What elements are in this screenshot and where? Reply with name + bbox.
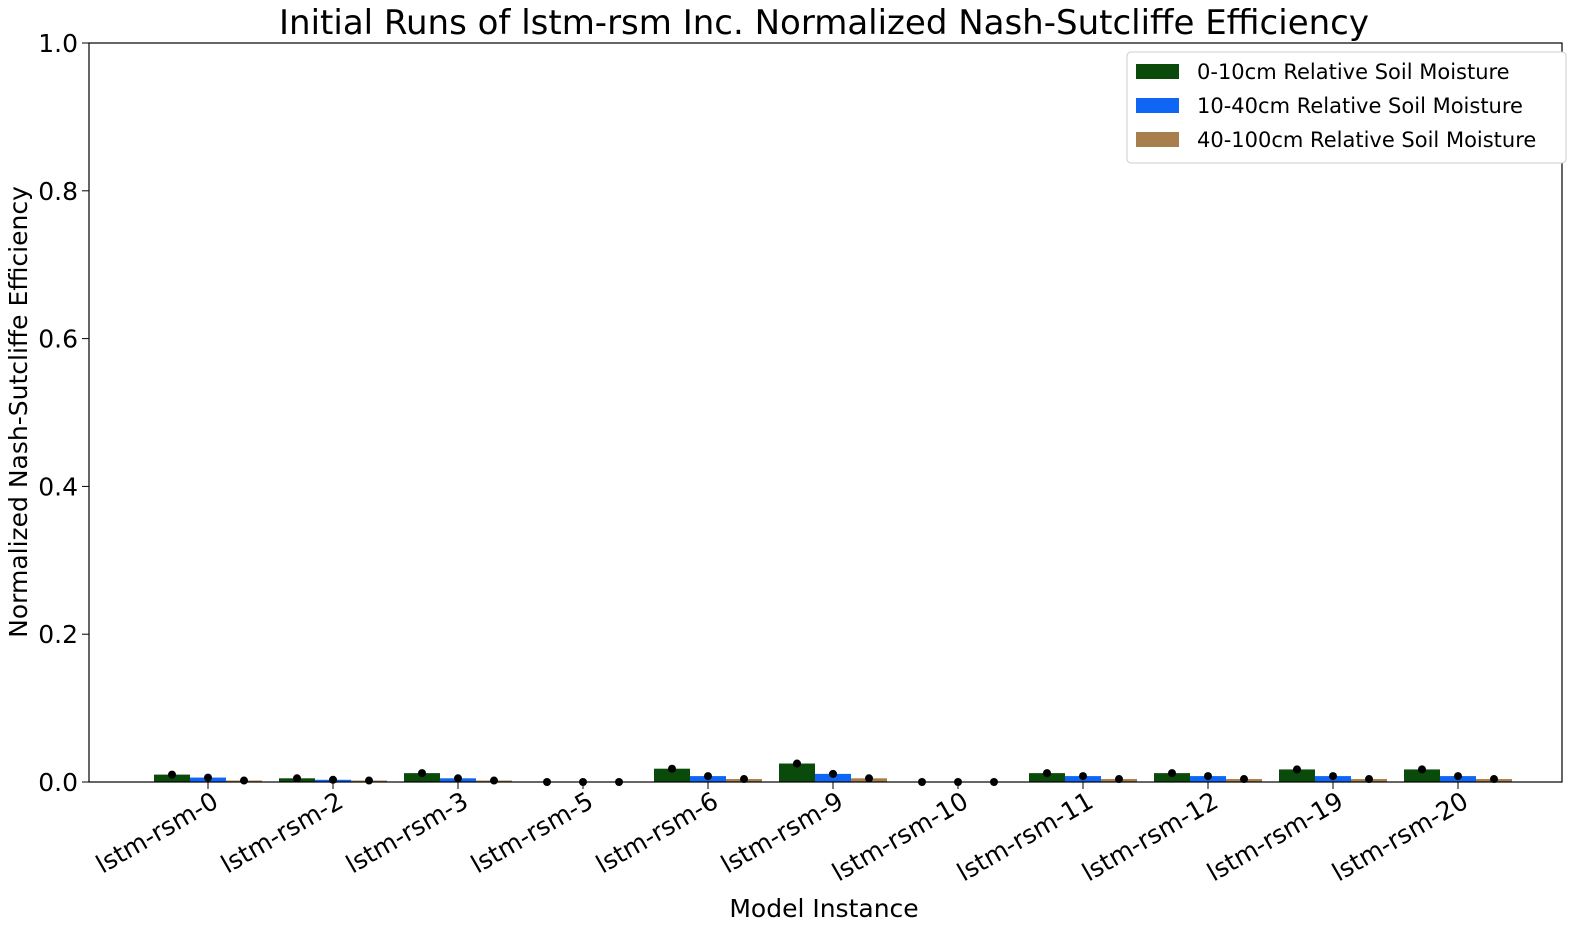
marker-lstm-rsm-9-series-0: [793, 759, 801, 768]
marker-lstm-rsm-2-series-0: [293, 774, 301, 783]
y-tick-label: 0.2: [38, 620, 78, 649]
legend: 0-10cm Relative Soil Moisture 10-40cm Re…: [1126, 51, 1567, 164]
bar-lstm-rsm-9-series-0: [779, 763, 815, 782]
x-tick-label: lstm-rsm-19: [1202, 786, 1348, 887]
marker-lstm-rsm-12-series-0: [1168, 769, 1176, 778]
legend-swatch-2: [1136, 132, 1179, 147]
marker-lstm-rsm-6-series-1: [704, 772, 712, 781]
bar-lstm-rsm-19-series-0: [1279, 769, 1315, 782]
marker-lstm-rsm-3-series-0: [418, 769, 426, 778]
x-tick-label: lstm-rsm-3: [341, 786, 473, 879]
bar-lstm-rsm-20-series-0: [1404, 769, 1440, 782]
marker-lstm-rsm-0-series-0: [168, 770, 176, 779]
marker-lstm-rsm-0-series-1: [204, 773, 212, 782]
legend-label-0: 0-10cm Relative Soil Moisture: [1197, 60, 1510, 84]
y-tick-label: 0.0: [38, 768, 78, 797]
marker-lstm-rsm-12-series-2: [1240, 775, 1248, 784]
plot-frame: [88, 42, 1563, 783]
y-tick-label: 0.6: [38, 325, 78, 354]
y-tick-label: 0.4: [38, 472, 78, 501]
bar-lstm-rsm-6-series-0: [654, 768, 690, 782]
legend-label-2: 40-100cm Relative Soil Moisture: [1197, 128, 1536, 152]
x-tick-label: lstm-rsm-10: [827, 786, 973, 887]
marker-lstm-rsm-19-series-0: [1293, 765, 1301, 774]
marker-lstm-rsm-19-series-2: [1365, 775, 1373, 784]
marker-lstm-rsm-11-series-0: [1043, 769, 1051, 778]
bar-lstm-rsm-9-series-1: [815, 773, 851, 782]
markers-layer: [168, 759, 1498, 786]
bar-lstm-rsm-11-series-0: [1029, 773, 1065, 782]
marker-lstm-rsm-0-series-2: [240, 776, 248, 785]
marker-lstm-rsm-11-series-2: [1115, 775, 1123, 784]
marker-lstm-rsm-20-series-2: [1490, 775, 1498, 784]
x-tick-label: lstm-rsm-0: [91, 786, 223, 879]
bar-lstm-rsm-3-series-0: [404, 773, 440, 782]
x-tick-label: lstm-rsm-20: [1327, 786, 1473, 887]
x-tick-label: lstm-rsm-6: [591, 786, 723, 879]
marker-lstm-rsm-6-series-0: [668, 764, 676, 773]
legend-swatch-1: [1136, 98, 1179, 113]
marker-lstm-rsm-3-series-1: [454, 774, 462, 783]
marker-lstm-rsm-2-series-2: [365, 776, 373, 785]
x-tick-label: lstm-rsm-12: [1077, 786, 1223, 887]
y-tick-label: 1.0: [38, 29, 78, 58]
marker-lstm-rsm-3-series-2: [490, 776, 498, 785]
marker-lstm-rsm-6-series-2: [740, 775, 748, 784]
x-tick-label: lstm-rsm-2: [216, 786, 348, 879]
legend-label-1: 10-40cm Relative Soil Moisture: [1197, 94, 1523, 118]
marker-lstm-rsm-9-series-2: [865, 774, 873, 783]
marker-lstm-rsm-20-series-0: [1418, 765, 1426, 774]
marker-lstm-rsm-9-series-1: [829, 769, 837, 778]
legend-swatch-0: [1136, 64, 1179, 79]
marker-lstm-rsm-11-series-1: [1079, 772, 1087, 781]
bar-lstm-rsm-12-series-0: [1154, 773, 1190, 782]
marker-lstm-rsm-12-series-1: [1204, 772, 1212, 781]
y-axis-ticks: 0.0 0.2 0.4 0.6 0.8 1.0: [38, 29, 89, 797]
legend-box: [1126, 51, 1567, 164]
x-axis-label: Model Instance: [729, 894, 918, 923]
chart-title: Initial Runs of lstm-rsm Inc. Normalized…: [279, 3, 1369, 43]
x-axis-ticks: lstm-rsm-0lstm-rsm-2lstm-rsm-3lstm-rsm-5…: [91, 782, 1473, 887]
x-tick-label: lstm-rsm-11: [952, 786, 1098, 887]
x-tick-label: lstm-rsm-5: [466, 786, 598, 879]
y-tick-label: 0.8: [38, 177, 78, 206]
marker-lstm-rsm-19-series-1: [1329, 772, 1337, 781]
y-axis-label: Normalized Nash-Sutcliffe Efficiency: [4, 186, 33, 638]
marker-lstm-rsm-20-series-1: [1454, 772, 1462, 781]
